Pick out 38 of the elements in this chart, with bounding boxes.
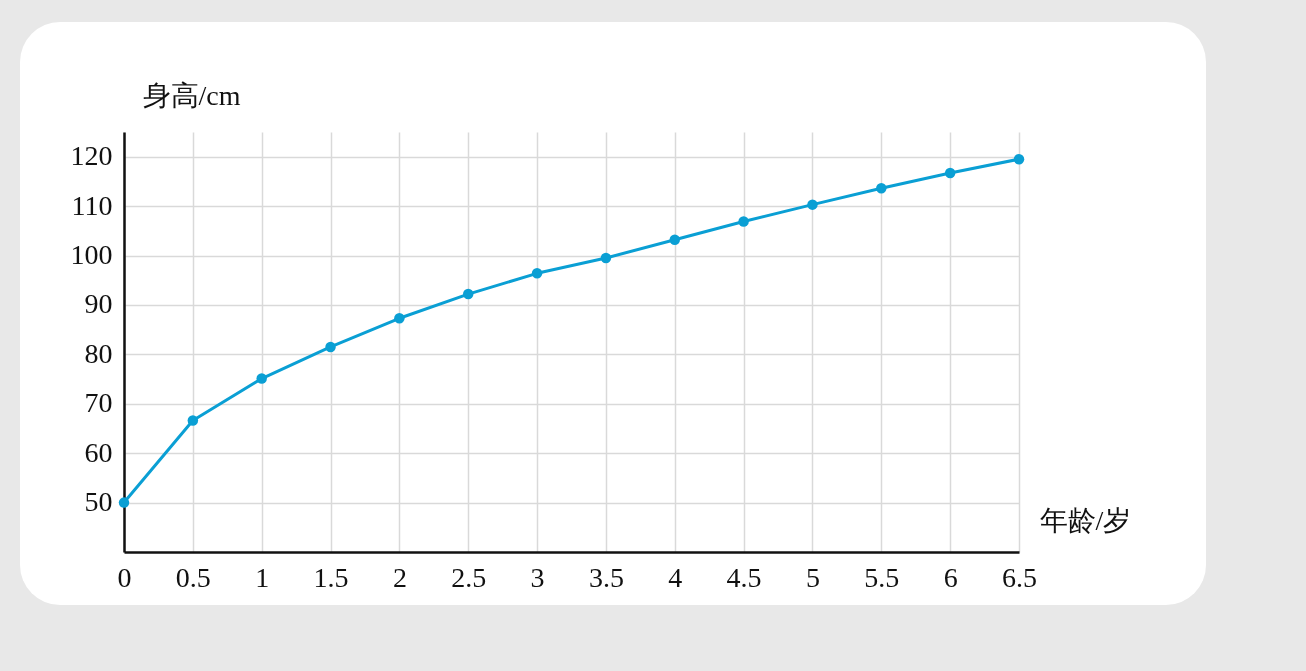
x-tick-label: 0 xyxy=(117,561,132,593)
y-tick-label: 70 xyxy=(84,387,113,419)
y-tick-label: 80 xyxy=(84,337,113,369)
x-tick-label: 6.5 xyxy=(1002,561,1037,593)
x-tick-label: 1 xyxy=(255,561,270,593)
point xyxy=(394,313,405,324)
x-tick-label: 0.5 xyxy=(175,561,211,593)
y-tick-label: 120 xyxy=(70,140,113,172)
x-tick-label: 4 xyxy=(668,561,683,593)
x-tick-label: 6 xyxy=(943,561,958,593)
point xyxy=(118,497,130,508)
point xyxy=(669,234,681,245)
point xyxy=(1013,153,1025,165)
y-tick-label: 110 xyxy=(71,189,113,221)
point xyxy=(531,268,543,279)
y-axis-title: 身高/cm xyxy=(142,79,241,111)
point xyxy=(462,288,474,300)
point xyxy=(187,415,199,426)
point xyxy=(807,199,818,210)
point xyxy=(600,252,612,264)
y-tick-label: 100 xyxy=(70,239,113,271)
x-axis-title: 年龄/岁 xyxy=(1039,504,1132,536)
x-tick-label: 2 xyxy=(392,561,407,593)
x-tick-label: 4.5 xyxy=(726,561,762,593)
point xyxy=(944,167,956,179)
x-tick-label: 3 xyxy=(530,561,545,593)
point xyxy=(325,341,336,353)
x-tick-label: 5.5 xyxy=(864,561,900,593)
point xyxy=(738,216,749,227)
point xyxy=(256,373,267,384)
x-tick-label: 3.5 xyxy=(588,561,624,593)
y-tick-label: 50 xyxy=(84,486,113,518)
x-tick-label: 2.5 xyxy=(451,561,487,593)
x-tick-label: 1.5 xyxy=(313,561,349,593)
y-tick-label: 60 xyxy=(84,436,113,468)
x-tick-label: 5 xyxy=(805,561,820,593)
y-tick-label: 90 xyxy=(84,288,113,320)
point xyxy=(876,183,887,194)
